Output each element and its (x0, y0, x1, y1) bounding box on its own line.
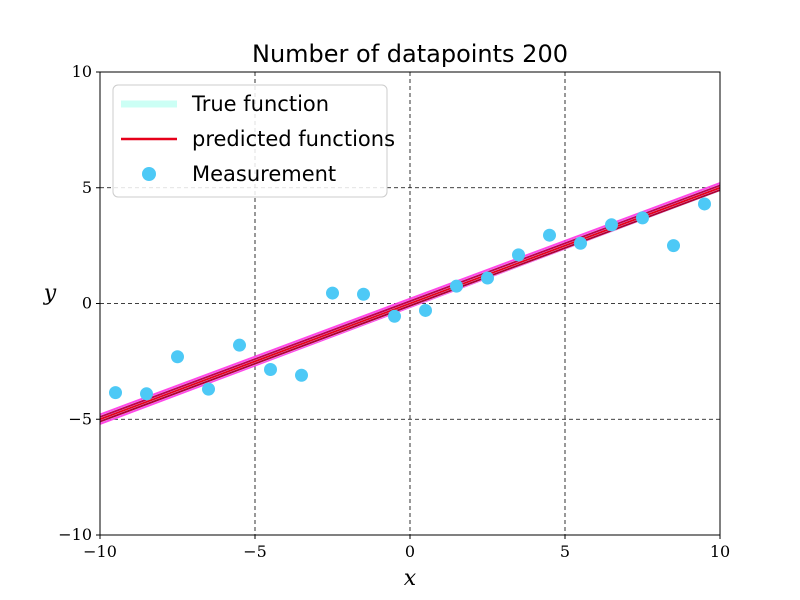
y-tick-label: 10 (72, 62, 92, 81)
y-tick-label: −10 (58, 525, 92, 544)
x-tick-label: −5 (243, 542, 267, 561)
measurement-point (388, 309, 401, 323)
x-tick-label: 0 (405, 542, 415, 561)
y-tick-label: 0 (82, 294, 92, 313)
axis-ticks: −10 −5 0 5 10 −10 −5 0 5 10 (58, 62, 730, 561)
legend-true-function-label: True function (191, 92, 329, 116)
measurement-point (171, 350, 184, 364)
measurement-point (202, 382, 215, 396)
x-tick-label: 5 (560, 542, 570, 561)
measurement-point (667, 239, 680, 253)
plot-area (100, 181, 720, 426)
predicted-function-line (100, 189, 720, 423)
y-axis-label: y (43, 281, 57, 306)
chart-title: Number of datapoints 200 (252, 40, 568, 68)
legend-entry-measurement: Measurement (142, 162, 336, 186)
measurement-point (574, 236, 587, 250)
measurement-point (326, 286, 339, 300)
y-tick-label: 5 (82, 178, 92, 197)
legend: True function predicted functions Measur… (112, 84, 395, 198)
legend-measurement-marker (142, 167, 156, 181)
measurement-point (543, 228, 556, 242)
measurement-point (605, 218, 618, 232)
measurement-point (450, 279, 463, 293)
legend-measurement-label: Measurement (192, 162, 336, 186)
x-tick-label: 10 (710, 542, 730, 561)
measurement-point (109, 386, 122, 400)
measurement-point (233, 338, 246, 352)
y-tick-label: −5 (68, 409, 92, 428)
measurement-point (140, 387, 153, 401)
measurement-point (698, 197, 711, 211)
legend-entry-predicted-functions: predicted functions (121, 127, 395, 151)
measurement-point (636, 211, 649, 225)
measurement-point (264, 362, 277, 376)
measurement-point (512, 248, 525, 262)
measurement-point (419, 303, 432, 317)
measurement-point (357, 287, 370, 301)
measurement-point (295, 368, 308, 382)
legend-predicted-functions-label: predicted functions (192, 127, 395, 151)
measurement-points (109, 197, 711, 401)
x-tick-label: −10 (83, 542, 117, 561)
x-axis-label: x (404, 566, 417, 591)
measurement-point (481, 271, 494, 285)
legend-box (112, 84, 388, 198)
legend-entry-true-function: True function (121, 92, 329, 116)
